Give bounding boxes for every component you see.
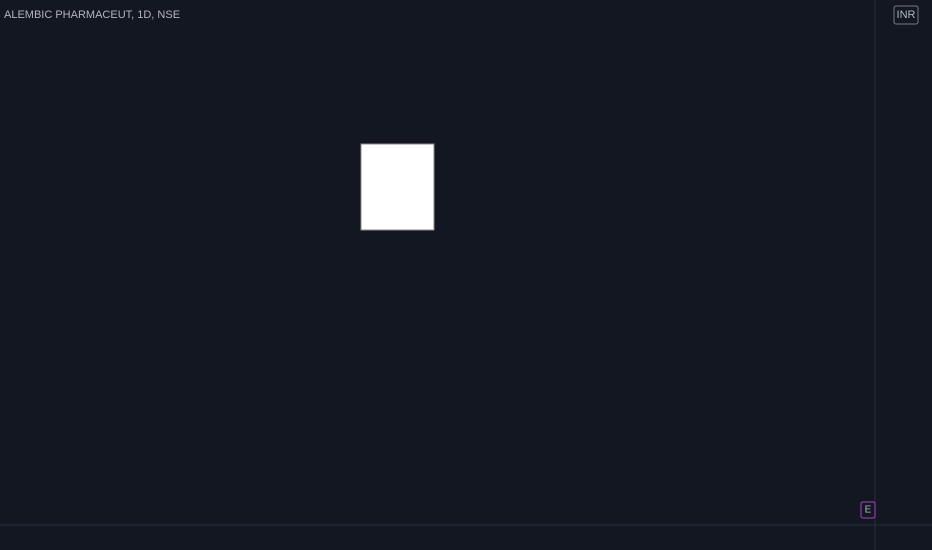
- currency: INR: [897, 9, 916, 21]
- chart-title: ALEMBIC PHARMACEUT, 1D, NSE: [4, 9, 180, 21]
- events-icon: E: [865, 505, 872, 516]
- currency-box: [893, 5, 919, 25]
- events-box: [860, 501, 876, 519]
- annotation: [360, 143, 435, 231]
- annotation-box: [360, 143, 435, 231]
